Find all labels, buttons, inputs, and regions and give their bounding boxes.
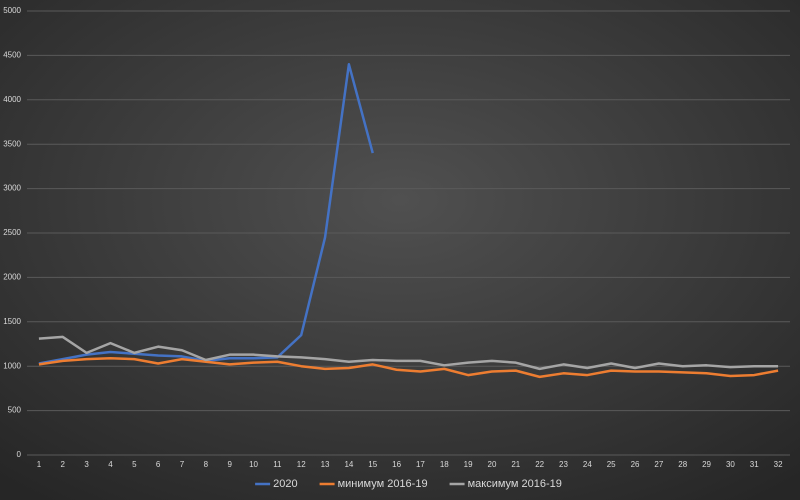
x-tick-label: 22: [535, 460, 544, 469]
legend-label: максимум 2016-19: [468, 478, 562, 490]
y-tick-label: 4000: [3, 95, 21, 104]
x-tick-label: 25: [607, 460, 616, 469]
x-tick-label: 27: [654, 460, 663, 469]
x-tick-label: 32: [774, 460, 783, 469]
x-tick-label: 18: [440, 460, 449, 469]
x-tick-label: 12: [297, 460, 306, 469]
x-tick-label: 23: [559, 460, 568, 469]
series-line: [38, 335, 779, 371]
series-line: [38, 356, 779, 379]
x-tick-label: 19: [464, 460, 473, 469]
x-tick-label: 31: [750, 460, 759, 469]
x-tick-label: 10: [249, 460, 258, 469]
x-tick-label: 13: [321, 460, 330, 469]
x-tick-label: 11: [273, 460, 282, 469]
y-tick-label: 1500: [3, 317, 21, 326]
y-tick-label: 1000: [3, 361, 21, 370]
x-tick-label: 3: [84, 460, 89, 469]
x-tick-label: 5: [132, 460, 137, 469]
legend-label: 2020: [273, 478, 297, 490]
x-tick-label: 20: [488, 460, 497, 469]
x-tick-label: 6: [156, 460, 161, 469]
y-tick-label: 2000: [3, 273, 21, 282]
x-tick-label: 17: [416, 460, 425, 469]
y-tick-label: 500: [8, 406, 22, 415]
y-tick-label: 3000: [3, 184, 21, 193]
y-tick-label: 3500: [3, 139, 21, 148]
x-tick-label: 9: [227, 460, 232, 469]
legend-item: минимум 2016-19: [319, 478, 428, 490]
legend-label: минимум 2016-19: [338, 478, 428, 490]
y-tick-label: 5000: [3, 6, 21, 15]
x-tick-label: 29: [702, 460, 711, 469]
x-tick-label: 21: [511, 460, 520, 469]
legend: 2020 минимум 2016-19 максимум 2016-19: [255, 478, 562, 490]
y-tick-label: 4500: [3, 51, 21, 60]
x-tick-label: 8: [204, 460, 209, 469]
x-tick-label: 28: [678, 460, 687, 469]
x-tick-label: 15: [368, 460, 377, 469]
x-tick-label: 24: [583, 460, 592, 469]
x-tick-label: 2: [61, 460, 66, 469]
y-tick-label: 2500: [3, 228, 21, 237]
x-tick-label: 4: [108, 460, 113, 469]
legend-item: максимум 2016-19: [449, 478, 562, 490]
x-tick-label: 1: [37, 460, 42, 469]
x-tick-label: 7: [180, 460, 185, 469]
x-tick-label: 14: [344, 460, 353, 469]
x-tick-label: 26: [631, 460, 640, 469]
x-tick-label: 30: [726, 460, 735, 469]
legend-item: 2020: [255, 478, 298, 490]
x-tick-label: 16: [392, 460, 401, 469]
y-tick-label: 0: [17, 450, 22, 459]
